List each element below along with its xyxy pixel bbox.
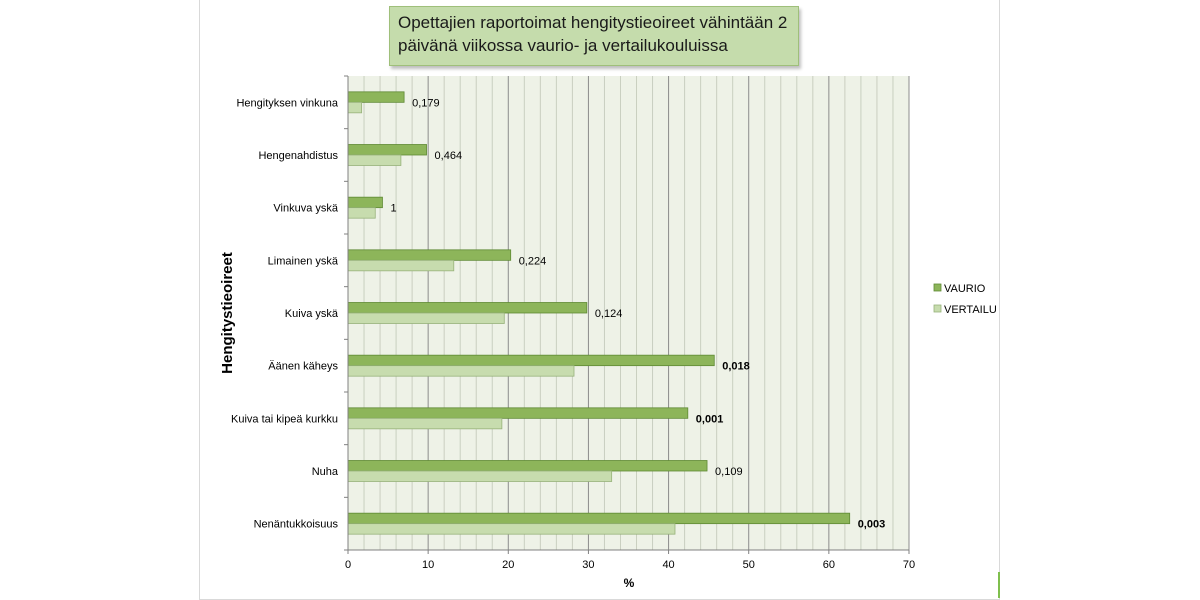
category-label: Kuiva tai kipeä kurkku: [231, 413, 338, 425]
chart-title: Opettajien raportoimat hengitystieoireet…: [389, 6, 799, 66]
legend-swatch-vaurio: [933, 283, 942, 292]
bar-vaurio: [347, 249, 512, 261]
bar-vaurio: [347, 196, 383, 209]
bar-vaurio: [347, 91, 405, 103]
bar-vertailu: [347, 417, 503, 430]
category-label: Nenäntukkoisuus: [254, 519, 339, 531]
bar-vaurio: [347, 512, 851, 525]
x-tick-label: 10: [422, 559, 434, 571]
p-value-label: 0,001: [696, 413, 724, 425]
bar-vaurio: [347, 144, 427, 156]
bar-vaurio: [347, 302, 588, 314]
p-value-label: 0,109: [715, 466, 743, 478]
category-label: Hengityksen vinkuna: [236, 97, 338, 109]
p-value-label: 0,003: [858, 519, 886, 531]
legend-label-vaurio: VAURIO: [944, 283, 986, 295]
x-tick-label: 70: [903, 559, 915, 571]
x-tick-labels: 0 10 20 30 40 50 60 70: [345, 559, 915, 571]
category-label: Nuha: [312, 466, 339, 478]
category-label: Äänen käheys: [268, 361, 338, 373]
bar-vaurio: [347, 460, 708, 472]
x-tick-label: 30: [582, 559, 594, 571]
category-label: Vinkuva yskä: [273, 203, 338, 215]
category-labels: Hengityksen vinkuna Hengenahdistus Vinkuva…: [231, 97, 339, 530]
p-value-label: 0,179: [412, 97, 440, 109]
x-tick-label: 40: [662, 559, 674, 571]
category-label: Hengenahdistus: [258, 150, 338, 162]
bar-vertailu: [347, 470, 613, 482]
x-tick-label: 20: [502, 559, 514, 571]
bar-vertailu: [347, 523, 676, 535]
slide-edge-left: [199, 0, 200, 600]
bar-vertailu: [347, 101, 363, 114]
p-value-label: 0,124: [595, 308, 623, 320]
bar-vertailu: [347, 154, 402, 166]
bar-vertailu: [347, 312, 505, 324]
category-label: Kuiva yskä: [285, 308, 339, 320]
slide-accent-mark: [998, 572, 1000, 598]
category-label: Limainen yskä: [268, 255, 339, 267]
data-labels: 0,179 0,464 1 0,224 0,124 0,018 0,001 0,109 0,00…: [390, 97, 885, 530]
bars: [347, 91, 851, 535]
legend: VAURIO VERTAILU: [933, 283, 997, 316]
x-tick-label: 60: [823, 559, 835, 571]
y-axis-title: Hengitystieoireet: [219, 252, 236, 374]
p-value-label: 0,018: [722, 361, 750, 373]
bar-vertailu: [347, 259, 455, 272]
slide-edge-right: [999, 0, 1000, 600]
bar-vertailu: [347, 365, 575, 377]
bar-vaurio: [347, 354, 715, 367]
axes: [344, 75, 910, 554]
p-value-label: 0,224: [519, 255, 547, 267]
p-value-label: 0,464: [435, 150, 463, 162]
x-tick-label: 50: [743, 559, 755, 571]
legend-swatch-vertailu: [933, 304, 942, 313]
p-value-label: 1: [390, 203, 396, 215]
x-tick-label: 0: [345, 559, 351, 571]
bar-vaurio: [347, 407, 689, 419]
bar-vertailu: [347, 207, 376, 219]
x-axis-title: %: [624, 576, 635, 590]
legend-label-vertailu: VERTAILU: [944, 304, 997, 316]
